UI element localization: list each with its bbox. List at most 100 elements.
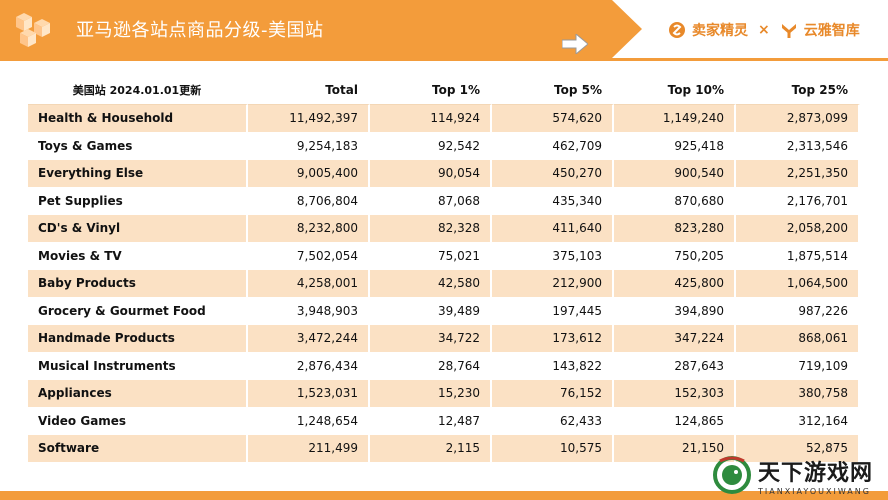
- ranking-table: 美国站 2024.01.01更新 Total Top 1% Top 5% Top…: [28, 77, 860, 462]
- column-header: 美国站 2024.01.01更新: [28, 77, 248, 105]
- slide-header: 亚马逊各站点商品分级-美国站 卖家精灵 × 云雅智库: [0, 0, 888, 58]
- category-cell: CD's & Vinyl: [28, 214, 248, 242]
- value-cell: 10,575: [492, 434, 614, 462]
- table-row: Musical Instruments 2,876,434 28,764 143,82…: [28, 352, 860, 380]
- value-cell: 152,303: [614, 379, 736, 407]
- value-cell: 900,540: [614, 159, 736, 187]
- value-cell: 1,523,031: [248, 379, 370, 407]
- value-cell: 12,487: [370, 407, 492, 435]
- value-cell: 197,445: [492, 297, 614, 325]
- yunya-logo-icon: [781, 24, 796, 38]
- table-row: Toys & Games 9,254,183 92,542 462,709 925,41…: [28, 132, 860, 160]
- table-row: Everything Else 9,005,400 90,054 450,270 900…: [28, 159, 860, 187]
- brand-group: 卖家精灵 × 云雅智库: [668, 18, 860, 42]
- value-cell: 574,620: [492, 104, 614, 132]
- brand-right-name: 云雅智库: [803, 23, 860, 39]
- value-cell: 1,875,514: [736, 242, 860, 270]
- value-cell: 1,149,240: [614, 104, 736, 132]
- table-row: Health & Household 11,492,397 114,924 574,6…: [28, 104, 860, 132]
- table-row: Grocery & Gourmet Food 3,948,903 39,489 197…: [28, 297, 860, 325]
- dragon-logo-icon: [713, 456, 751, 494]
- cubes-icon: [16, 13, 50, 47]
- value-cell: 987,226: [736, 297, 860, 325]
- value-cell: 925,418: [614, 132, 736, 160]
- table-row: Handmade Products 3,472,244 34,722 173,612 3…: [28, 324, 860, 352]
- value-cell: 8,232,800: [248, 214, 370, 242]
- value-cell: 34,722: [370, 324, 492, 352]
- value-cell: 9,254,183: [248, 132, 370, 160]
- arrow-right-icon: [562, 34, 588, 54]
- table-row: Movies & TV 7,502,054 75,021 375,103 750,205…: [28, 242, 860, 270]
- category-cell: Everything Else: [28, 159, 248, 187]
- value-cell: 143,822: [492, 352, 614, 380]
- table-row: Software 211,499 2,115 10,575 21,150 52,875: [28, 434, 860, 462]
- category-cell: Handmade Products: [28, 324, 248, 352]
- value-cell: 8,706,804: [248, 187, 370, 215]
- value-cell: 211,499: [248, 434, 370, 462]
- category-cell: Musical Instruments: [28, 352, 248, 380]
- value-cell: 1,064,500: [736, 269, 860, 297]
- watermark: 天下游戏网 TIANXIAYOUXIWANG: [712, 452, 882, 498]
- value-cell: 2,115: [370, 434, 492, 462]
- column-header: Top 25%: [736, 77, 860, 105]
- page-title: 亚马逊各站点商品分级-美国站: [76, 20, 324, 41]
- value-cell: 750,205: [614, 242, 736, 270]
- table-header-row: 美国站 2024.01.01更新 Total Top 1% Top 5% Top…: [28, 77, 860, 105]
- category-cell: Grocery & Gourmet Food: [28, 297, 248, 325]
- category-cell: Baby Products: [28, 269, 248, 297]
- value-cell: 347,224: [614, 324, 736, 352]
- value-cell: 3,472,244: [248, 324, 370, 352]
- value-cell: 2,176,701: [736, 187, 860, 215]
- column-header: Total: [248, 77, 370, 105]
- table-row: CD's & Vinyl 8,232,800 82,328 411,640 823,28…: [28, 214, 860, 242]
- value-cell: 435,340: [492, 187, 614, 215]
- table-row: Baby Products 4,258,001 42,580 212,900 425,8…: [28, 269, 860, 297]
- title-band: 亚马逊各站点商品分级-美国站: [0, 0, 642, 58]
- value-cell: 9,005,400: [248, 159, 370, 187]
- brand-separator: ×: [758, 22, 770, 38]
- value-cell: 4,258,001: [248, 269, 370, 297]
- value-cell: 21,150: [614, 434, 736, 462]
- value-cell: 124,865: [614, 407, 736, 435]
- value-cell: 462,709: [492, 132, 614, 160]
- seller-sprite-logo-icon: [669, 22, 685, 38]
- value-cell: 2,251,350: [736, 159, 860, 187]
- table-row: Video Games 1,248,654 12,487 62,433 124,865 3…: [28, 407, 860, 435]
- value-cell: 28,764: [370, 352, 492, 380]
- category-cell: Video Games: [28, 407, 248, 435]
- category-cell: Appliances: [28, 379, 248, 407]
- value-cell: 2,876,434: [248, 352, 370, 380]
- value-cell: 425,800: [614, 269, 736, 297]
- value-cell: 380,758: [736, 379, 860, 407]
- value-cell: 92,542: [370, 132, 492, 160]
- category-cell: Pet Supplies: [28, 187, 248, 215]
- value-cell: 173,612: [492, 324, 614, 352]
- value-cell: 719,109: [736, 352, 860, 380]
- value-cell: 82,328: [370, 214, 492, 242]
- table-row: Pet Supplies 8,706,804 87,068 435,340 870,68…: [28, 187, 860, 215]
- value-cell: 394,890: [614, 297, 736, 325]
- category-cell: Movies & TV: [28, 242, 248, 270]
- value-cell: 76,152: [492, 379, 614, 407]
- value-cell: 42,580: [370, 269, 492, 297]
- category-cell: Toys & Games: [28, 132, 248, 160]
- value-cell: 90,054: [370, 159, 492, 187]
- value-cell: 2,873,099: [736, 104, 860, 132]
- column-header: Top 10%: [614, 77, 736, 105]
- value-cell: 870,680: [614, 187, 736, 215]
- footer-rule: [0, 491, 888, 500]
- value-cell: 450,270: [492, 159, 614, 187]
- value-cell: 39,489: [370, 297, 492, 325]
- watermark-subtitle: TIANXIAYOUXIWANG: [758, 486, 871, 496]
- value-cell: 114,924: [370, 104, 492, 132]
- value-cell: 2,313,546: [736, 132, 860, 160]
- header-rule: [0, 58, 888, 61]
- value-cell: 375,103: [492, 242, 614, 270]
- ranking-table-container: 美国站 2024.01.01更新 Total Top 1% Top 5% Top…: [28, 77, 860, 462]
- category-cell: Software: [28, 434, 248, 462]
- value-cell: 7,502,054: [248, 242, 370, 270]
- value-cell: 287,643: [614, 352, 736, 380]
- category-cell: Health & Household: [28, 104, 248, 132]
- value-cell: 3,948,903: [248, 297, 370, 325]
- value-cell: 823,280: [614, 214, 736, 242]
